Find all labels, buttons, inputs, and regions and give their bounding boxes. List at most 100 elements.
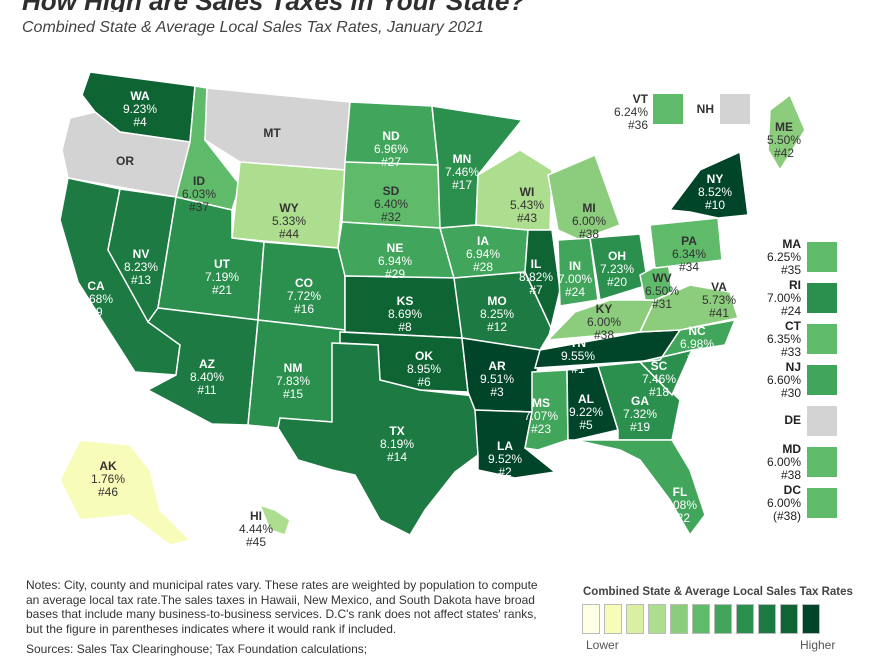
state-label-la-abbr: LA [497,439,513,453]
state-label-id-rank: #37 [189,200,209,214]
state-label-wv-abbr: WV [652,271,671,285]
state-mi [547,153,621,241]
state-label-ky-abbr: KY [596,302,613,316]
side-label-abbr: MA [782,237,801,251]
state-va [638,284,739,333]
state-hi [258,503,291,536]
state-label-ne-abbr: NE [387,241,404,255]
state-label-la-rate: 9.52% [488,452,522,466]
side-label-value: 6.35% [766,332,801,346]
state-label-pa-rate: 6.34% [672,247,706,261]
state-tx [277,342,479,536]
state-label-mo-rank: #12 [487,320,507,334]
state-label-wa-rank: #4 [133,115,147,129]
state-label-ca-rate: 8.68% [79,292,113,306]
side-label-abbr: CT [785,319,801,333]
state-label-co-rank: #16 [294,302,314,316]
state-label-mi-abbr: MI [582,201,595,215]
side-label-dc: DC 6.00% (#38) [751,484,801,523]
side-label-abbr: DE [784,413,801,427]
notes-text: Notes: City, county and municipal rates … [26,578,538,636]
state-label-il-rate: 8.82% [519,270,553,284]
side-label-value: #30 [780,386,801,400]
state-label-ga-rank: #19 [630,420,650,434]
state-label-nc-rate: 6.98% [680,337,714,351]
nh-callout-box [720,94,750,124]
state-label-sd-rank: #32 [381,210,401,224]
state-label-tn-abbr: TN [570,336,586,350]
state-in [557,237,599,307]
state-label-mn-abbr: MN [453,152,472,166]
side-label-ma: MA 6.25% #35 [751,238,801,277]
state-label-hi-rank: #45 [246,535,266,549]
state-label-fl-rank: #22 [670,511,690,525]
vt-callout-rate: 6.24% [614,105,648,119]
state-label-mo-rate: 8.25% [480,307,514,321]
state-label-va-rank: #41 [709,306,729,320]
state-mo [453,271,553,351]
state-label-tx-rank: #14 [387,450,407,464]
side-label-nj: NJ 6.60% #30 [751,361,801,400]
state-label-mi-rate: 6.00% [572,214,606,228]
state-label-ia-rank: #28 [473,260,493,274]
state-ak [59,439,192,546]
state-ky [546,299,657,341]
state-label-wa-abbr: WA [130,89,150,103]
state-label-az-rank: #11 [197,383,216,397]
side-label-md: MD 6.00% #38 [751,443,801,482]
legend-swatch-10 [802,604,820,634]
state-label-wi-rate: 5.43% [510,198,544,212]
state-label-az-abbr: AZ [199,357,215,371]
state-label-id-rate: 6.03% [182,187,216,201]
side-label-value: 7.00% [766,291,801,305]
state-shapes [59,71,806,546]
side-label-abbr: DC [783,483,801,497]
state-label-oh-rank: #20 [607,275,627,289]
side-label-abbr: MD [782,442,801,456]
sources-text: Sources: Sales Tax Clearinghouse; Tax Fo… [26,642,368,656]
legend-swatch-9 [780,604,798,634]
state-label-tx-abbr: TX [389,424,404,438]
state-label-il-rank: #7 [529,283,543,297]
state-label-al-rate: 9.22% [569,405,603,419]
side-label-value: 6.00% [766,455,801,469]
legend-swatch-1 [604,604,622,634]
state-label-la-rank: #2 [498,465,512,479]
state-label-sd-rate: 6.40% [374,197,408,211]
state-label-wy-abbr: WY [279,201,298,215]
state-label-az-rate: 8.40% [190,370,224,384]
side-label-de: DE [751,414,801,427]
side-box-ri [807,283,837,313]
state-label-ks-rate: 8.69% [388,307,422,321]
state-label-wy-rate: 5.33% [272,214,306,228]
state-label-sc-abbr: SC [651,359,668,373]
state-label-mn-rate: 7.46% [445,165,479,179]
state-label-sd-abbr: SD [383,184,400,198]
side-label-value: #33 [780,345,801,359]
state-label-co-abbr: CO [295,276,313,290]
legend-swatch-6 [714,604,732,634]
state-label-ak-rate: 1.76% [91,472,125,486]
state-label-mt-abbr: MT [263,126,281,140]
state-label-in-abbr: IN [569,259,581,273]
state-ny [668,150,749,219]
side-label-value: (#38) [772,509,801,523]
state-label-wy-rank: #44 [279,227,299,241]
side-label-value: 6.25% [766,250,801,264]
state-label-or-abbr: OR [116,154,134,168]
state-label-hi-abbr: HI [250,509,262,523]
state-label-ak-abbr: AK [99,459,117,473]
state-label-wa-rate: 9.23% [123,102,157,116]
side-label-ct: CT 6.35% #33 [751,320,801,359]
state-label-ut-rank: #21 [212,283,232,297]
state-label-nv-rank: #13 [131,273,151,287]
side-label-value: #24 [780,304,801,318]
state-label-ok-rate: 8.95% [407,362,441,376]
side-label-abbr: RI [789,278,801,292]
state-label-ut-abbr: UT [214,257,231,271]
state-label-tx-rate: 8.19% [380,437,414,451]
state-label-ar-rank: #3 [490,385,504,399]
vt-callout-abbr: VT [633,92,649,106]
state-label-il-abbr: IL [531,257,542,271]
state-label-nd-rate: 6.96% [374,142,408,156]
